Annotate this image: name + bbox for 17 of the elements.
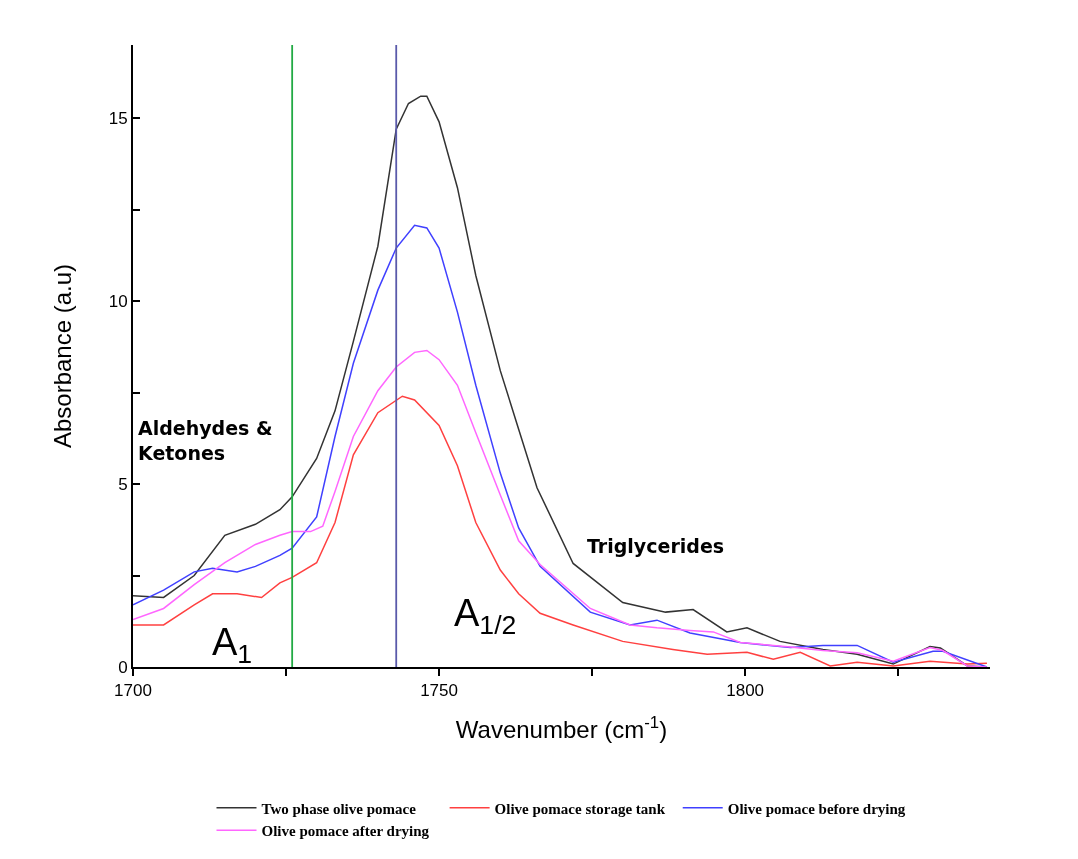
- x-tick-label: 1700: [114, 681, 152, 701]
- y-tick-label: 0: [118, 657, 128, 677]
- y-tick-label: 15: [108, 109, 128, 129]
- legend-label: Olive pomace storage tank: [494, 800, 666, 817]
- y-axis-title: Absorbance (a.u): [49, 263, 77, 449]
- annotation: Aldehydes & Ketones: [138, 417, 273, 464]
- legend-label: Two phase olive pomace: [261, 800, 417, 817]
- annotation: Triglycerides: [587, 535, 725, 557]
- x-tick-label: 1750: [420, 681, 458, 701]
- annotation: A$_{1/2}$: [454, 592, 517, 640]
- annotation: A$_{1}$: [212, 621, 253, 669]
- x-tick-label: 1800: [726, 681, 765, 701]
- legend-label: Olive pomace before drying: [727, 800, 906, 817]
- y-tick-label: 10: [108, 292, 128, 312]
- y-tick-label: 5: [118, 475, 128, 495]
- legend-label: Olive pomace after drying: [261, 823, 430, 839]
- x-axis-title: Wavenumber (cm$^{-1}$): [455, 713, 668, 744]
